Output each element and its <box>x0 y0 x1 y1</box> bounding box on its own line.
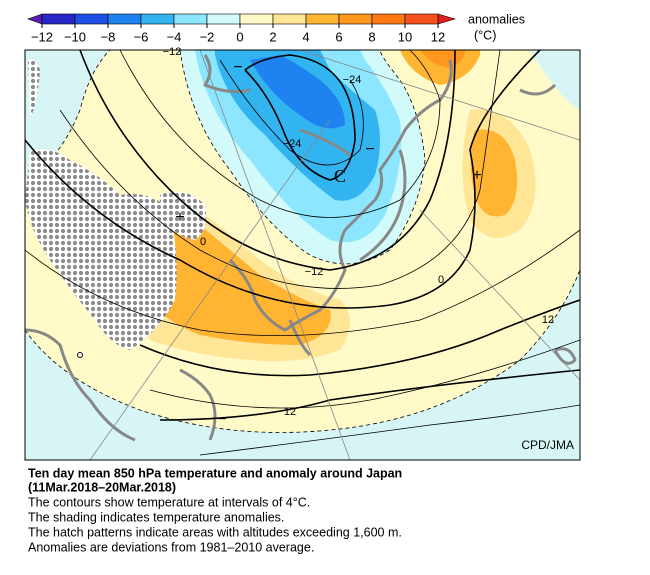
colorbar-tick-label: 4 <box>302 29 309 44</box>
colorbar-tick-label: −2 <box>200 29 215 44</box>
contour-label: −12 <box>163 46 182 58</box>
colorbar-tick-label: −12 <box>31 29 53 44</box>
colorbar-tick-label: 8 <box>368 29 375 44</box>
colorbar-bin <box>338 13 373 25</box>
colorbar-tick-label: −6 <box>134 29 149 44</box>
contour <box>159 369 580 421</box>
colorbar-tick-label: −8 <box>101 29 116 44</box>
marker-circle <box>77 352 83 358</box>
colorbar-arrow <box>437 13 457 25</box>
contour-label: 0 <box>438 274 444 286</box>
contour <box>244 54 356 181</box>
colorbar-bin <box>206 13 241 25</box>
contour <box>199 404 580 456</box>
contour <box>79 50 456 271</box>
anomaly-area <box>25 269 580 460</box>
colorbar-bin <box>239 13 274 25</box>
contour <box>59 50 501 289</box>
contour-label: −12 <box>305 266 324 278</box>
colorbar-tick-label: −4 <box>167 29 182 44</box>
contour <box>219 59 364 166</box>
map-frame <box>24 49 581 461</box>
colorbar-bin <box>305 13 340 25</box>
caption-title: Ten day mean 850 hPa temperature and ano… <box>28 466 402 480</box>
contour <box>25 229 580 336</box>
anomaly-area <box>250 55 345 129</box>
colorbar-tick-label: 10 <box>398 29 412 44</box>
contour-label: 12 <box>542 314 554 326</box>
anomaly-max: + <box>472 167 481 184</box>
colorbar-arrow <box>27 13 43 25</box>
colorbar: −12 −10 −8 −6 −4 −2 0 2 4 6 8 10 12 <box>27 13 457 44</box>
high-altitude-hatch <box>160 191 207 240</box>
contour <box>25 50 541 309</box>
colorbar-bin <box>107 13 142 25</box>
colorbar-bin <box>140 13 175 25</box>
contour <box>139 299 580 377</box>
caption-line: The contours show temperature at interva… <box>28 495 310 509</box>
contour-label: −24 <box>283 138 302 150</box>
high-altitude-hatch <box>28 58 40 120</box>
map <box>25 50 580 460</box>
anomaly-min: − <box>233 59 242 76</box>
cold-center: C <box>334 166 346 186</box>
contour <box>119 50 441 218</box>
anomaly-min: − <box>217 411 226 428</box>
contour-label: −24 <box>343 74 362 86</box>
caption-line: The shading indicates temperature anomal… <box>28 510 284 524</box>
anomaly-max: + <box>175 209 184 226</box>
colorbar-tick-label: 12 <box>431 29 445 44</box>
caption-line: Anomalies are deviations from 1981–2010 … <box>28 540 314 554</box>
colorbar-bin <box>404 13 439 25</box>
colorbar-title: anomalies <box>468 12 525 26</box>
credit: CPD/JMA <box>521 438 574 452</box>
colorbar-bin <box>74 13 109 25</box>
colorbar-bin <box>41 13 76 25</box>
contour-label: 0 <box>200 236 206 248</box>
anomaly-area <box>470 129 518 217</box>
anomaly-area <box>420 50 465 68</box>
anomaly-area <box>130 213 331 345</box>
anomaly-min: − <box>365 141 374 158</box>
colorbar-unit: (°C) <box>474 28 496 42</box>
high-altitude-hatch <box>25 148 177 350</box>
colorbar-tick-label: 2 <box>269 29 276 44</box>
colorbar-tick-label: 6 <box>335 29 342 44</box>
anomaly-area <box>530 50 580 110</box>
caption-period: (11Mar.2018–20Mar.2018) <box>28 480 176 494</box>
caption-line: The hatch patterns indicate areas with a… <box>28 525 402 539</box>
coastline <box>25 54 577 442</box>
colorbar-bin <box>272 13 307 25</box>
contour-label: 12 <box>284 406 296 418</box>
colorbar-tick-label: 0 <box>236 29 243 44</box>
graticule <box>89 50 580 460</box>
colorbar-bin <box>173 13 208 25</box>
colorbar-tick-label: −10 <box>64 29 86 44</box>
contour <box>149 339 580 409</box>
colorbar-bin <box>371 13 406 25</box>
